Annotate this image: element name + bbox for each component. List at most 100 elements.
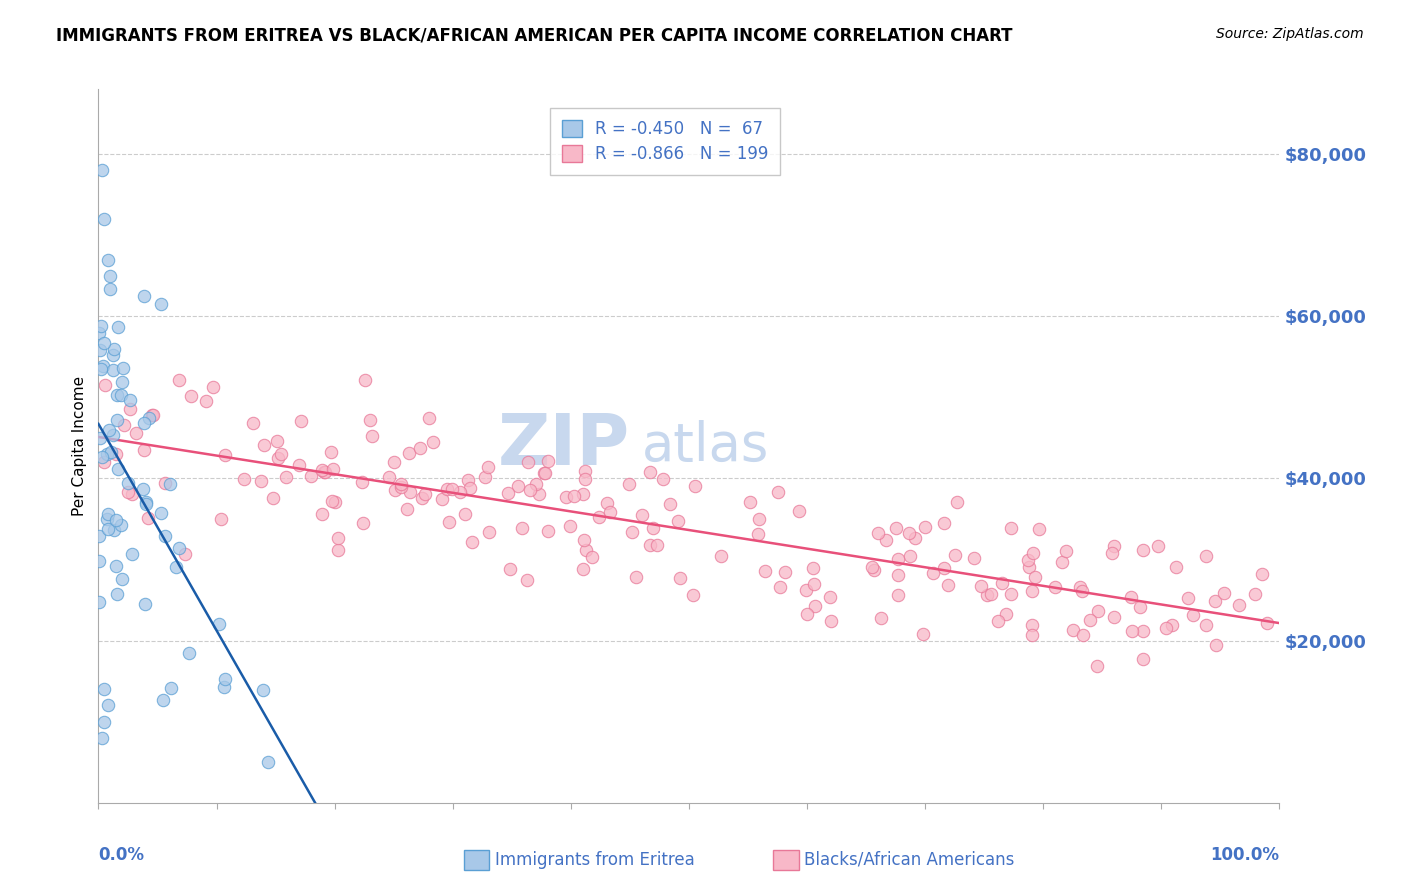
Point <box>214 448 236 462</box>
Point <box>1128 600 1150 615</box>
Point <box>1018 560 1040 574</box>
Point <box>103 524 125 538</box>
Point <box>87 326 110 341</box>
Point <box>325 494 347 508</box>
Point <box>1102 540 1125 554</box>
Point <box>884 521 907 535</box>
Point <box>575 542 598 557</box>
Point <box>1181 608 1204 623</box>
Point <box>437 515 460 529</box>
Point <box>554 490 576 504</box>
Text: 0.0%: 0.0% <box>98 846 145 863</box>
Point <box>311 462 333 476</box>
Point <box>138 411 160 425</box>
Point <box>105 558 128 573</box>
Point <box>1213 586 1236 600</box>
Point <box>1101 545 1123 559</box>
Point <box>457 473 479 487</box>
Point <box>93 714 115 729</box>
Point <box>1021 618 1043 632</box>
Point <box>647 538 669 552</box>
Text: Blacks/African Americans: Blacks/African Americans <box>804 851 1015 869</box>
Point <box>994 607 1017 621</box>
Point <box>159 477 181 491</box>
Point <box>242 416 264 430</box>
Point <box>474 470 496 484</box>
Point <box>422 434 444 449</box>
Point <box>1132 543 1154 558</box>
Point <box>1160 618 1182 632</box>
Point <box>887 552 910 566</box>
Point <box>352 475 374 489</box>
Point <box>232 472 254 486</box>
Point <box>461 534 484 549</box>
Point <box>270 448 292 462</box>
Point <box>430 492 453 507</box>
Point <box>458 481 481 495</box>
Point <box>90 362 112 376</box>
Point <box>619 476 641 491</box>
Point <box>110 518 132 533</box>
Point <box>1121 624 1143 639</box>
Point <box>353 373 375 387</box>
Text: atlas: atlas <box>641 420 769 472</box>
Point <box>1000 587 1022 601</box>
Point <box>1000 521 1022 535</box>
Point <box>818 590 841 604</box>
Point <box>738 495 761 509</box>
Point <box>132 482 155 496</box>
Point <box>1069 581 1091 595</box>
Point <box>121 547 143 561</box>
Point <box>962 550 984 565</box>
Point <box>599 505 621 519</box>
Point <box>120 393 142 408</box>
Point <box>1043 581 1066 595</box>
Point <box>498 486 520 500</box>
Point <box>533 466 555 480</box>
Point <box>666 514 689 528</box>
Point <box>887 588 910 602</box>
Point <box>167 541 190 555</box>
Point <box>1085 659 1108 673</box>
Point <box>478 524 501 539</box>
Point <box>398 484 420 499</box>
Point <box>527 487 550 501</box>
Point <box>174 547 197 561</box>
Point <box>252 683 274 698</box>
Point <box>250 474 273 488</box>
Point <box>1052 555 1074 569</box>
Point <box>682 588 704 602</box>
Point <box>904 531 927 545</box>
Point <box>911 626 934 640</box>
Point <box>288 458 311 472</box>
Point <box>932 516 955 531</box>
Text: ZIP: ZIP <box>498 411 630 481</box>
Point <box>860 560 883 574</box>
Point <box>398 446 420 460</box>
Point <box>391 480 413 494</box>
Point <box>136 511 159 525</box>
Point <box>125 425 148 440</box>
Point <box>105 388 128 402</box>
Point <box>361 428 384 442</box>
Point <box>290 414 312 428</box>
Point <box>976 588 998 602</box>
Point <box>1087 604 1109 618</box>
Point <box>257 756 280 770</box>
Y-axis label: Per Capita Income: Per Capita Income <box>72 376 87 516</box>
Point <box>111 360 134 375</box>
Point <box>409 441 432 455</box>
Point <box>97 698 120 713</box>
Point <box>631 508 654 522</box>
Point <box>1062 623 1084 637</box>
Text: 100.0%: 100.0% <box>1211 846 1279 863</box>
Point <box>621 524 644 539</box>
Point <box>510 520 533 534</box>
Point <box>384 483 406 497</box>
Point <box>581 549 603 564</box>
Point <box>100 445 122 459</box>
Point <box>103 342 125 356</box>
Point <box>97 522 120 536</box>
Point <box>177 646 200 660</box>
Point <box>1251 566 1274 581</box>
